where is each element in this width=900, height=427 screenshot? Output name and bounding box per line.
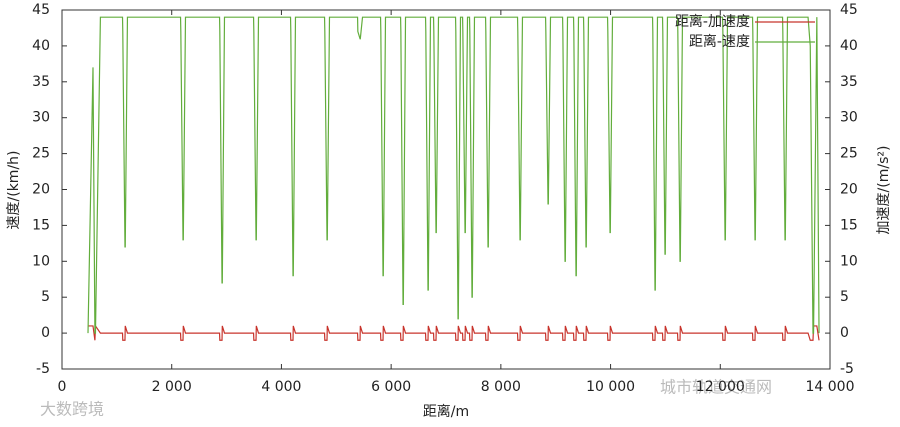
- y2-tick-label: 35: [840, 74, 858, 90]
- y2-axis-label: 加速度/(m/s²): [876, 146, 892, 235]
- x-axis-label: 距离/m: [423, 403, 469, 420]
- watermark: 大数跨境: [40, 400, 104, 419]
- x-tick-label: 12 000: [696, 379, 745, 395]
- x-tick-label: 0: [58, 379, 67, 395]
- y2-tick-label: 5: [840, 289, 849, 305]
- y-tick-label: 25: [32, 146, 50, 162]
- y-tick-label: 30: [32, 110, 50, 126]
- x-tick-label: 8 000: [481, 379, 521, 395]
- y-axis-label: 速度/(km/h): [6, 151, 22, 230]
- series-line: [87, 16, 820, 334]
- y2-tick-label: 20: [840, 182, 858, 198]
- watermark: 城市轨道交通网: [660, 378, 772, 397]
- x-tick-label: 6 000: [371, 379, 411, 395]
- y-tick-label: 10: [32, 253, 50, 269]
- x-tick-label: 2 000: [152, 379, 192, 395]
- legend-label: 距离-速度: [689, 33, 750, 50]
- plot-frame: [61, 9, 831, 370]
- y2-tick-label: 30: [840, 110, 858, 126]
- y2-tick-label: 45: [840, 2, 858, 18]
- y2-tick-label: 10: [840, 253, 858, 269]
- y-tick-label: 15: [32, 217, 50, 233]
- y-tick-label: 5: [41, 289, 50, 305]
- y-tick-label: 40: [32, 38, 50, 54]
- y-tick-label: 35: [32, 74, 50, 90]
- y2-tick-label: -5: [840, 361, 854, 377]
- y2-tick-label: 0: [840, 325, 849, 341]
- series-line: [88, 324, 820, 341]
- y2-tick-label: 25: [840, 146, 858, 162]
- legend-label: 距离-加速度: [675, 13, 750, 30]
- y2-tick-label: 40: [840, 38, 858, 54]
- y2-tick-label: 15: [840, 217, 858, 233]
- y-tick-label: -5: [36, 361, 50, 377]
- x-tick-label: 14 000: [806, 379, 855, 395]
- x-tick-label: 10 000: [586, 379, 635, 395]
- x-tick-label: 4 000: [261, 379, 301, 395]
- y-tick-label: 45: [32, 2, 50, 18]
- y-tick-label: 20: [32, 182, 50, 198]
- y-tick-label: 0: [41, 325, 50, 341]
